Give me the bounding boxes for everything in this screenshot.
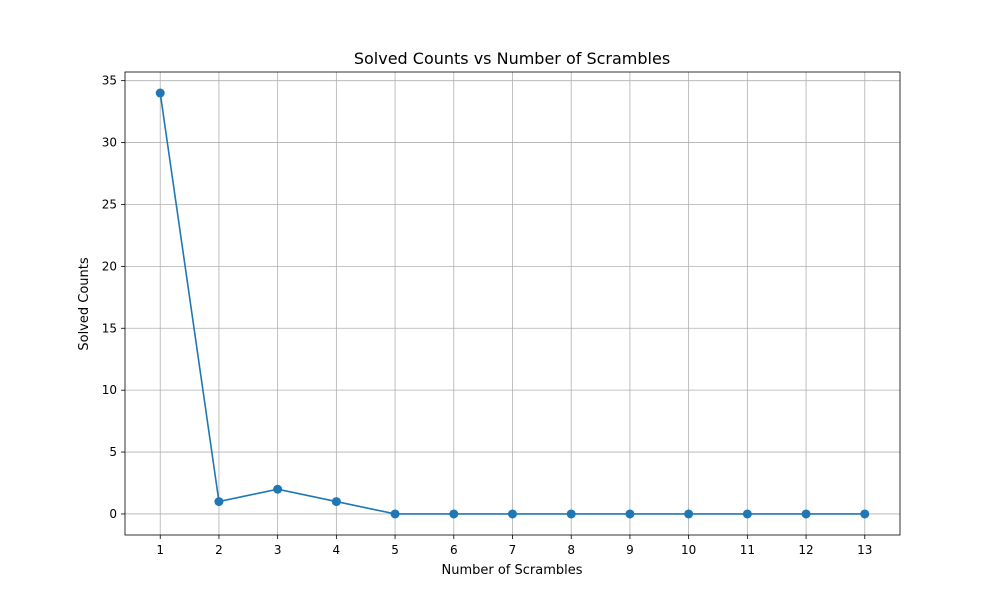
data-point [508,509,517,519]
data-point [449,509,459,519]
y-tick-label: 15 [102,321,117,335]
x-tick-label: 5 [391,543,399,557]
x-tick-label: 6 [450,543,458,557]
y-axis-ticks: 0 5 10 15 20 25 30 35 [102,74,125,521]
data-point [801,509,811,519]
data-point [742,509,752,519]
x-tick-label: 4 [333,543,341,557]
x-axis-label: Number of Scrambles [441,563,582,578]
x-tick-label: 8 [567,543,575,557]
x-tick-label: 9 [626,543,634,557]
x-tick-label: 2 [215,543,223,557]
data-point [625,509,635,519]
y-tick-label: 35 [102,74,117,88]
chart-title: Solved Counts vs Number of Scrambles [354,49,670,68]
y-tick-label: 5 [109,445,117,459]
x-tick-label: 13 [857,543,872,557]
series-layer [155,88,870,519]
data-point [684,509,694,519]
x-tick-label: 11 [740,543,755,557]
data-point [860,509,870,519]
x-axis-ticks: 1 2 3 4 5 6 7 8 9 10 11 12 13 [156,535,872,557]
grid [125,72,900,535]
x-tick-label: 7 [509,543,517,557]
y-tick-label: 20 [102,259,117,273]
data-point [566,509,576,519]
data-point [390,509,400,519]
x-tick-label: 12 [798,543,813,557]
y-tick-label: 0 [109,507,117,521]
x-tick-label: 10 [681,543,696,557]
y-axis-label: Solved Counts [77,257,92,350]
data-point [331,497,341,507]
y-tick-label: 10 [102,383,117,397]
data-point [155,88,165,98]
data-point [273,484,283,494]
x-tick-label: 3 [274,543,282,557]
x-tick-label: 1 [156,543,164,557]
y-tick-label: 30 [102,136,117,150]
data-point [214,497,224,507]
y-tick-label: 25 [102,197,117,211]
